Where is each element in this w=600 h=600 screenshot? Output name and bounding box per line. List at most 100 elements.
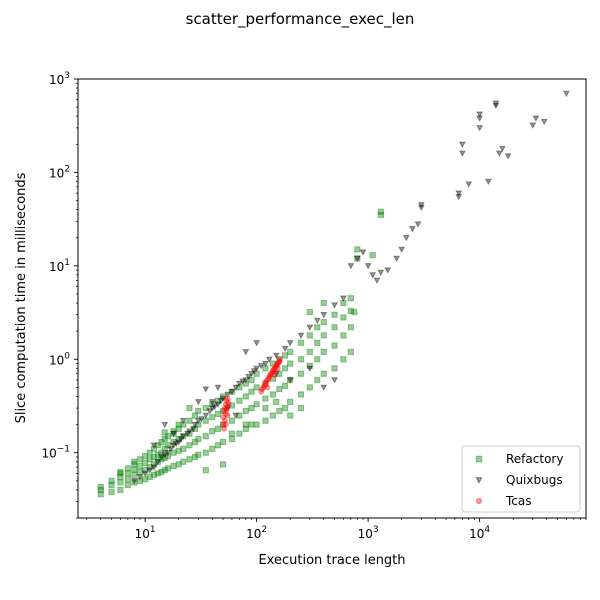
data-point — [272, 364, 279, 371]
data-point — [146, 473, 153, 481]
data-point — [417, 202, 425, 209]
data-point — [267, 372, 273, 378]
data-point — [208, 405, 216, 412]
data-point — [180, 421, 187, 428]
data-point — [223, 397, 230, 404]
x-axis-label: Execution trace length — [258, 553, 405, 568]
data-point — [259, 386, 266, 392]
x-axis-ticks: 101 102 103 104 — [86, 518, 587, 541]
data-point — [306, 308, 313, 316]
data-point — [175, 425, 182, 432]
data-point — [306, 332, 313, 339]
data-point — [124, 465, 131, 472]
data-point — [340, 332, 347, 339]
data-point — [191, 425, 199, 432]
data-point — [219, 393, 227, 400]
data-point — [158, 468, 165, 476]
data-point — [142, 452, 149, 460]
data-point — [131, 471, 138, 478]
data-point — [281, 345, 289, 353]
data-point — [150, 471, 158, 478]
data-point — [273, 361, 280, 368]
data-point — [157, 454, 165, 461]
data-point — [146, 464, 153, 471]
data-point — [172, 440, 180, 448]
data-point — [242, 380, 249, 387]
data-point — [253, 370, 260, 377]
data-point — [117, 470, 124, 477]
legend: Refactory Quixbugs Tcas — [461, 445, 581, 513]
data-point — [131, 479, 138, 486]
data-point — [286, 340, 294, 347]
data-point — [347, 348, 354, 355]
data-point — [224, 412, 231, 419]
data-point — [271, 365, 278, 372]
data-point — [253, 421, 260, 428]
data-point — [175, 435, 182, 443]
data-point — [236, 384, 243, 391]
data-point — [340, 314, 347, 321]
data-point — [214, 410, 222, 418]
data-point — [242, 349, 250, 356]
data-point — [269, 360, 277, 367]
data-point — [262, 360, 269, 368]
data-point — [297, 339, 305, 346]
data-point — [164, 452, 171, 460]
data-point — [186, 442, 193, 449]
data-point — [377, 269, 385, 277]
legend-box — [461, 445, 581, 513]
data-point — [331, 302, 338, 309]
data-point — [248, 421, 255, 428]
data-point — [167, 446, 175, 453]
data-point — [265, 375, 272, 382]
data-point — [208, 399, 216, 406]
data-point — [331, 365, 338, 372]
data-point — [175, 461, 182, 468]
data-point — [287, 412, 294, 419]
x-tick-label: 101 — [135, 525, 156, 541]
data-point — [180, 433, 187, 440]
data-point — [161, 421, 169, 429]
data-point — [221, 425, 227, 432]
data-point — [351, 308, 358, 316]
data-point — [236, 412, 243, 419]
data-point — [175, 439, 183, 446]
data-point — [492, 102, 500, 110]
data-point — [219, 407, 227, 415]
data-point — [257, 363, 265, 370]
data-point — [262, 380, 269, 387]
series-refactory — [97, 208, 384, 498]
data-point — [219, 461, 227, 468]
data-point — [198, 416, 205, 423]
legend-label: Quixbugs — [506, 473, 563, 487]
data-point — [540, 118, 548, 126]
data-point — [124, 470, 131, 477]
data-point — [219, 395, 227, 403]
data-point — [161, 429, 168, 436]
data-point — [150, 461, 158, 468]
data-point — [274, 360, 281, 367]
data-point — [287, 398, 294, 405]
plot-area — [97, 90, 570, 498]
data-point — [195, 451, 202, 458]
data-point — [253, 365, 261, 372]
data-point — [161, 435, 168, 443]
data-point — [97, 483, 104, 491]
data-point — [258, 388, 265, 395]
data-point — [268, 370, 275, 377]
data-point — [175, 447, 182, 454]
data-point — [242, 407, 249, 415]
data-point — [222, 417, 228, 424]
data-point — [164, 465, 171, 472]
data-point — [465, 181, 473, 188]
x-tick-label: 104 — [469, 525, 490, 541]
data-point — [269, 375, 277, 382]
data-point — [273, 362, 280, 369]
data-point — [248, 388, 255, 395]
data-point — [484, 178, 492, 186]
y-tick-label: 102 — [49, 164, 70, 180]
data-point — [108, 488, 115, 496]
data-point — [164, 449, 172, 457]
data-point — [161, 454, 168, 461]
data-point — [359, 249, 367, 256]
